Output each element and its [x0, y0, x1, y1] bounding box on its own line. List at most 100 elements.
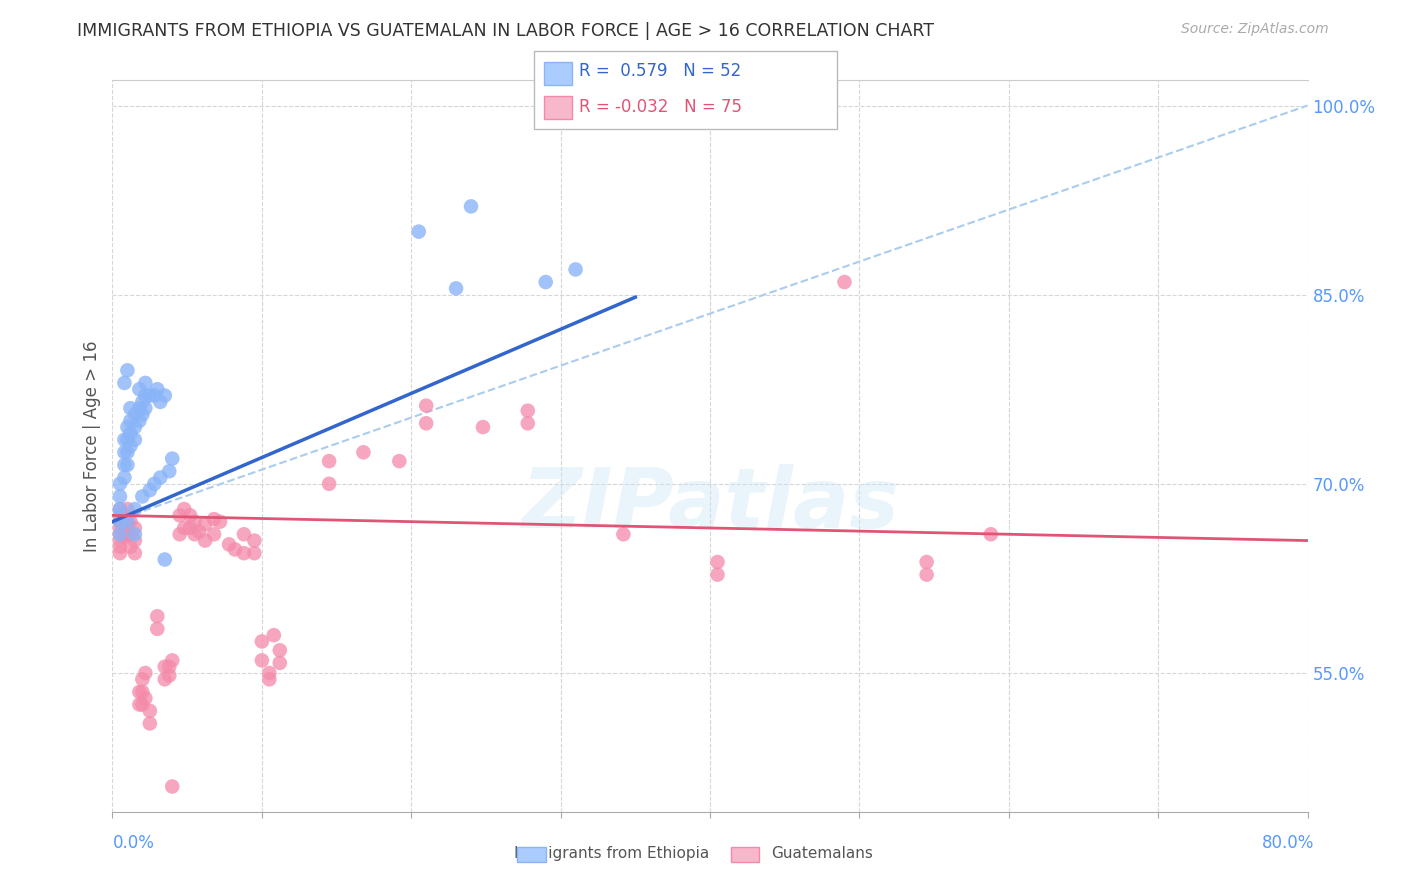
Point — [131, 698, 153, 712]
Point — [415, 399, 437, 413]
Point — [146, 622, 169, 636]
Point — [516, 403, 538, 417]
Point — [173, 521, 195, 535]
Point — [146, 382, 169, 396]
Point — [243, 546, 266, 560]
Point — [269, 656, 291, 670]
Point — [224, 542, 246, 557]
Text: R = -0.032   N = 75: R = -0.032 N = 75 — [579, 98, 742, 116]
Point — [131, 395, 153, 409]
Point — [146, 609, 169, 624]
Text: 0.0%: 0.0% — [112, 834, 155, 852]
Point — [108, 540, 131, 554]
Point — [108, 490, 131, 504]
Point — [318, 476, 340, 491]
Point — [124, 502, 146, 516]
Point — [194, 517, 217, 532]
Point — [153, 552, 176, 566]
Point — [120, 527, 142, 541]
Point — [415, 417, 437, 431]
Point — [108, 502, 131, 516]
Point — [124, 408, 146, 422]
Point — [834, 275, 856, 289]
Point — [139, 704, 162, 718]
Point — [980, 527, 1002, 541]
Point — [124, 533, 146, 548]
Point — [117, 363, 139, 377]
Point — [444, 281, 467, 295]
Point — [139, 388, 162, 402]
Point — [117, 433, 139, 447]
Point — [134, 665, 156, 680]
Point — [179, 521, 201, 535]
Point — [120, 540, 142, 554]
Point — [131, 673, 153, 687]
Point — [114, 508, 135, 523]
Text: Source: ZipAtlas.com: Source: ZipAtlas.com — [1181, 22, 1329, 37]
Point — [114, 376, 135, 390]
Point — [124, 546, 146, 560]
Point — [318, 454, 340, 468]
Point — [218, 537, 240, 551]
Point — [114, 530, 135, 544]
Point — [259, 665, 281, 680]
Point — [117, 502, 139, 516]
Point — [149, 395, 172, 409]
Point — [250, 653, 273, 667]
Point — [108, 533, 131, 548]
Point — [139, 716, 162, 731]
Point — [128, 401, 150, 416]
Point — [243, 533, 266, 548]
Point — [120, 439, 142, 453]
Point — [108, 521, 131, 535]
Y-axis label: In Labor Force | Age > 16: In Labor Force | Age > 16 — [83, 340, 101, 552]
Point — [131, 408, 153, 422]
Point — [153, 659, 176, 673]
Point — [157, 668, 180, 682]
Point — [128, 414, 150, 428]
Point — [460, 199, 482, 213]
Point — [162, 451, 183, 466]
Point — [108, 508, 131, 523]
Point — [108, 527, 131, 541]
Text: IMMIGRANTS FROM ETHIOPIA VS GUATEMALAN IN LABOR FORCE | AGE > 16 CORRELATION CHA: IMMIGRANTS FROM ETHIOPIA VS GUATEMALAN I… — [77, 22, 935, 40]
Point — [612, 527, 634, 541]
Point — [706, 567, 728, 582]
Point — [131, 685, 153, 699]
Point — [143, 476, 166, 491]
Point — [169, 508, 191, 523]
Text: R =  0.579   N = 52: R = 0.579 N = 52 — [579, 62, 741, 80]
Point — [188, 524, 211, 539]
Point — [117, 515, 139, 529]
Point — [128, 698, 150, 712]
Point — [263, 628, 285, 642]
Point — [534, 275, 557, 289]
Point — [117, 445, 139, 459]
Point — [183, 515, 205, 529]
Point — [108, 515, 131, 529]
Point — [131, 490, 153, 504]
Point — [124, 527, 146, 541]
Point — [233, 527, 256, 541]
Point — [564, 262, 586, 277]
Point — [114, 521, 135, 535]
Point — [120, 414, 142, 428]
Point — [120, 426, 142, 441]
Point — [915, 555, 938, 569]
Point — [117, 420, 139, 434]
Point — [124, 420, 146, 434]
Point — [149, 470, 172, 484]
Point — [134, 691, 156, 706]
Point — [157, 659, 180, 673]
Point — [472, 420, 495, 434]
Point — [124, 521, 146, 535]
Text: ZIPatlas: ZIPatlas — [522, 464, 898, 545]
Text: Immigrants from Ethiopia: Immigrants from Ethiopia — [515, 847, 709, 861]
Point — [143, 388, 166, 402]
Point — [353, 445, 375, 459]
Point — [162, 653, 183, 667]
Point — [408, 225, 430, 239]
Point — [259, 673, 281, 687]
Point — [269, 643, 291, 657]
Point — [128, 685, 150, 699]
